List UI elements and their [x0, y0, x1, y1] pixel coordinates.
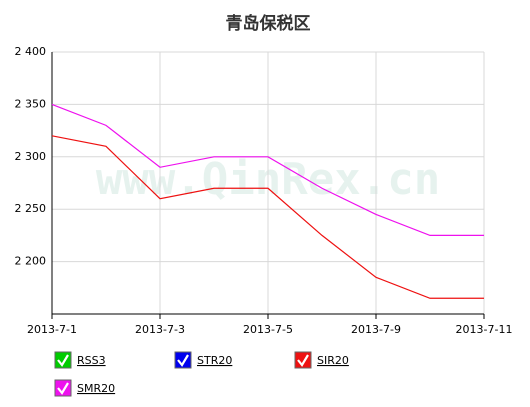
x-tick-label: 2013-7-3 — [135, 323, 185, 336]
series-line — [51, 135, 484, 299]
x-tick-label: 2013-7-11 — [456, 323, 513, 336]
y-tick-label: 2 350 — [15, 97, 47, 110]
legend-label[interactable]: SMR20 — [77, 382, 115, 395]
y-tick-label: 2 400 — [15, 45, 47, 58]
x-tick-label: 2013-7-5 — [243, 323, 293, 336]
legend-checkbox[interactable] — [174, 351, 192, 369]
legend-checkbox[interactable] — [54, 379, 72, 397]
y-tick-label: 2 300 — [15, 150, 47, 163]
x-tick-label: 2013-7-1 — [27, 323, 77, 336]
legend-label[interactable]: STR20 — [197, 354, 232, 367]
series-line — [51, 103, 484, 236]
legend-item[interactable]: SIR20 — [294, 351, 349, 369]
chart-title: 青岛保税区 — [226, 13, 311, 34]
legend-item[interactable]: RSS3 — [54, 351, 106, 369]
legend-checkbox[interactable] — [294, 351, 312, 369]
check-mark — [57, 382, 69, 395]
legend-item[interactable]: STR20 — [174, 351, 232, 369]
x-tick-label: 2013-7-9 — [351, 323, 401, 336]
check-mark — [57, 354, 69, 367]
y-tick-label: 2 250 — [15, 202, 47, 215]
check-mark — [177, 354, 189, 367]
legend-label[interactable]: RSS3 — [77, 354, 106, 367]
y-tick-label: 2 200 — [15, 255, 47, 268]
check-mark — [297, 354, 309, 367]
legend-checkbox[interactable] — [54, 351, 72, 369]
legend-item[interactable]: SMR20 — [54, 379, 115, 397]
legend-label[interactable]: SIR20 — [317, 354, 349, 367]
